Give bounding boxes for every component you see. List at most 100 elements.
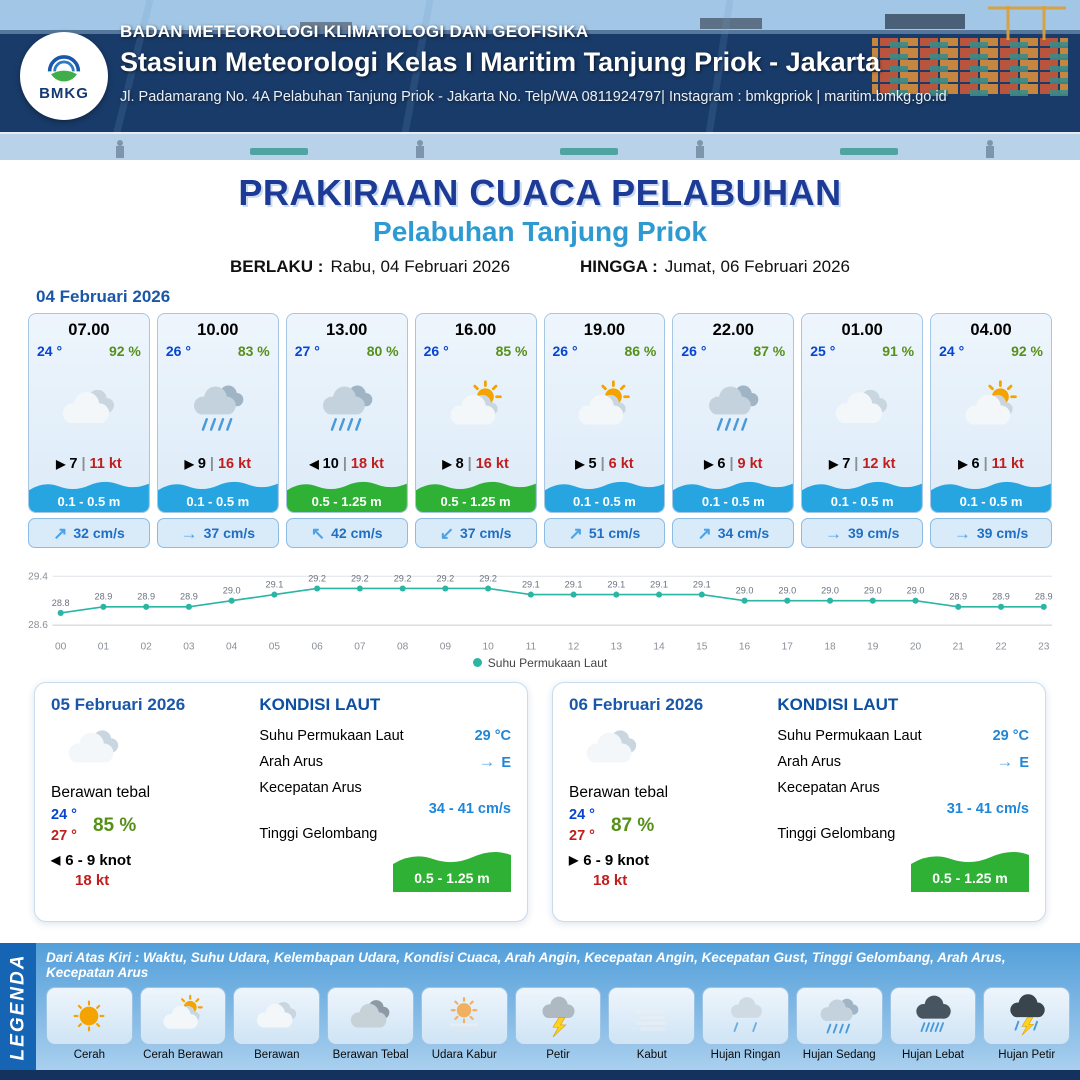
legend-marker-icon [472,658,482,668]
daily-condition: Berawan tebal [569,783,669,801]
svg-text:29.2: 29.2 [436,573,454,583]
wind-gust: 11 kt [991,456,1024,472]
wind-separator: | [729,456,734,472]
svg-text:29.1: 29.1 [693,579,711,589]
legend-item: Udara Kabur [420,987,508,1061]
wind-speed: 7 [842,456,851,472]
legend-body: Dari Atas Kiri : Waktu, Suhu Udara, Kele… [36,943,1080,1070]
legend-title: LEGENDA [7,953,28,1060]
current-speed-row: Kecepatan Arus [777,780,1029,796]
daily-humidity: 85 % [92,814,137,836]
wind-direction-icon: ▶ [704,457,714,471]
daily-temps: 24 ° 27 ° 87 % [569,805,771,847]
wind-row: ▶ 9 | 16 kt [158,456,278,472]
humidity: 83 % [237,343,270,359]
svg-text:21: 21 [953,642,965,653]
weather-icon [287,359,407,456]
wave-shape [157,481,278,512]
svg-text:28.9: 28.9 [949,592,967,602]
page-subtitle: Pelabuhan Tanjung Priok [373,216,707,247]
daily-wind-row: ▶ 6 - 9 knot [569,852,771,869]
hourly-forecast-row: 07.00 24 ° 92 % ▶ 7 | 11 kt 0.1 - 0.5 m [0,313,1080,548]
weather-icon [416,359,536,456]
wave-height-value: 0.1 - 0.5 m [701,494,765,509]
wave-height-value: 0.1 - 0.5 m [186,494,250,509]
svg-text:29.0: 29.0 [736,586,754,596]
current-speed: 42 cm/s [331,525,383,541]
legend-item-icon [327,987,414,1045]
wave-shape [29,481,149,512]
wind-separator: | [342,456,347,472]
wind-gust: 16 kt [475,456,509,472]
hourly-card: 10.00 26 ° 83 % ▶ 9 | 16 kt 0.1 - 0.5 m [156,313,279,548]
wave-row: Tinggi Gelombang [777,826,1029,842]
wind-row: ▶ 8 | 16 kt [416,456,536,472]
daily-card-left: 06 Februari 2026 Berawan tebal 24 ° 27 °… [569,695,771,909]
legend-section: LEGENDA Dari Atas Kiri : Waktu, Suhu Uda… [0,943,1080,1070]
wave-height-band: 0.1 - 0.5 m [157,476,278,512]
svg-text:28.8: 28.8 [52,598,70,608]
hourly-card: 19.00 26 ° 86 % ▶ 5 | 6 kt 0.1 - 0.5 m [543,313,666,548]
legend-item-icon [702,987,789,1045]
legend-item: Cerah Berawan [139,987,227,1061]
temperature: 27 ° [294,343,320,359]
current-chip: → 37 cm/s [156,518,279,548]
current-speed-row: Kecepatan Arus [259,780,511,796]
legend-item-icon [889,987,977,1045]
forecast-time: 07.00 [68,321,110,339]
wind-gust: 6 kt [608,456,634,472]
current-speed: 39 cm/s [976,525,1029,541]
temp-humidity-row: 25 ° 91 % [802,340,922,359]
hourly-card-body: 10.00 26 ° 83 % ▶ 9 | 16 kt 0.1 - 0.5 m [156,313,279,513]
legend-item-label: Hujan Lebat [901,1049,964,1061]
legend-item-icon [514,987,602,1045]
svg-text:13: 13 [611,642,623,653]
sst-label: Suhu Permukaan Laut [777,727,922,744]
wind-speed: 7 [69,456,78,472]
wave-shape [673,481,794,512]
legend-item-icon [46,987,133,1045]
svg-text:29.0: 29.0 [864,586,882,596]
svg-text:28.9: 28.9 [1035,592,1053,602]
wave-height-band: 0.5 - 1.25 m [415,476,536,512]
svg-text:28.9: 28.9 [992,592,1010,602]
weather-icon [158,359,278,456]
temperature: 26 ° [552,343,578,359]
weather-icon [931,359,1051,456]
legend-item-label: Cerah Berawan [143,1049,224,1061]
svg-text:29.0: 29.0 [821,586,839,596]
wave-height-band: 0.1 - 0.5 m [931,476,1051,512]
wind-separator: | [209,456,214,472]
legend-item-label: Berawan [254,1049,300,1061]
wind-direction-icon: ▶ [442,457,452,471]
daily-condition: Berawan tebal [51,783,151,801]
humidity: 92 % [108,343,141,359]
svg-text:22: 22 [995,642,1007,653]
weather-icon [29,359,149,456]
current-speed: 37 cm/s [203,525,255,541]
current-direction-label: Arah Arus [259,753,324,770]
daily-humidity: 87 % [610,814,655,836]
hourly-card-body: 04.00 24 ° 92 % ▶ 6 | 11 kt 0.1 - 0.5 m [930,313,1052,513]
wind-separator: | [600,456,605,472]
legend-item-label: Kabut [636,1049,667,1061]
wind-gust: 18 kt [350,456,384,472]
svg-text:19: 19 [867,642,879,653]
svg-text:15: 15 [696,642,708,653]
current-direction-arrow-icon: → [996,751,1014,771]
header: BMKG BADAN METEOROLOGI KLIMATOLOGI DAN G… [0,0,1080,160]
daily-temp-min: 24 ° [51,806,77,823]
page-title: PRAKIRAAN CUACA PELABUHAN [238,172,842,213]
daily-temp-max: 27 ° [569,827,595,844]
current-chip: ↖ 42 cm/s [285,518,408,548]
daily-wave-value: 0.5 - 1.25 m [414,869,490,886]
wind-direction-icon: ▶ [828,457,839,471]
forecast-time: 16.00 [454,321,497,339]
forecast-time: 10.00 [197,321,239,339]
current-chip: → 39 cm/s [930,518,1052,548]
current-direction-row: Arah Arus → E [777,753,1029,771]
current-direction-value: → E [996,753,1029,771]
svg-text:29.0: 29.0 [778,586,796,596]
svg-text:03: 03 [183,642,195,653]
wave-height-value: 0.1 - 0.5 m [830,494,894,509]
